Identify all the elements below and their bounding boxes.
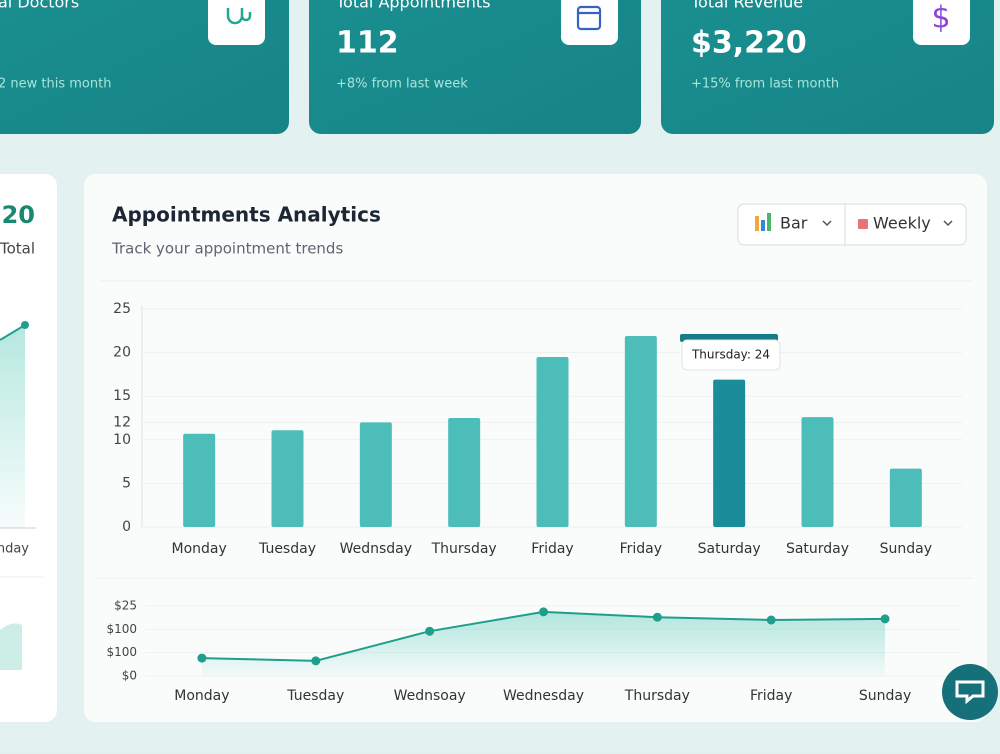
side-card <box>0 174 57 722</box>
bar <box>271 430 304 527</box>
card-title: al Doctors <box>0 0 79 12</box>
x-tick-label: Thursday <box>624 688 690 704</box>
bar <box>536 356 569 527</box>
x-tick-label: Friday <box>750 688 792 704</box>
bar-icon <box>767 213 771 231</box>
card-title: Appointments Analytics <box>112 203 381 227</box>
chat-circle <box>942 664 998 720</box>
bar <box>713 379 746 527</box>
chat-button[interactable] <box>942 664 998 720</box>
side-axis-label: nday <box>0 542 29 557</box>
calendar-icon <box>858 219 868 229</box>
toggle-group <box>737 203 967 246</box>
bar <box>359 422 392 527</box>
y-tick-label: $100 <box>106 645 137 659</box>
x-tick-label: Saturday <box>698 541 761 557</box>
x-tick-label: Sunday <box>880 541 932 557</box>
y-tick-label: 10 <box>113 432 131 448</box>
x-tick-label: Saturday <box>786 541 849 557</box>
card-title: Total Appointments <box>335 0 491 12</box>
marker <box>311 656 321 666</box>
x-tick-label: Thursday <box>431 541 497 557</box>
side-area <box>0 325 25 528</box>
x-tick-label: Sunday <box>859 688 911 704</box>
x-tick-label: Friday <box>620 541 662 557</box>
bar <box>183 433 216 527</box>
marker <box>652 612 662 622</box>
bar <box>448 418 481 527</box>
side-value: 20 <box>2 201 35 229</box>
side-line <box>0 324 26 341</box>
dollar-icon: $ <box>931 1 950 36</box>
card-note: +8% from last week <box>336 77 468 92</box>
chart-type-select[interactable]: Bar <box>755 213 832 233</box>
y-tick-label: $100 <box>106 622 137 636</box>
stat-card <box>661 0 994 134</box>
marker <box>539 607 548 617</box>
y-tick-label: 0 <box>122 519 131 535</box>
y-tick-label: 5 <box>122 475 131 491</box>
card-title: Total Revenue <box>690 0 803 12</box>
marker <box>880 614 890 624</box>
card-value: 112 <box>336 26 399 61</box>
icon-box <box>913 0 970 45</box>
y-tick-label: 12 <box>113 414 131 430</box>
bar-icon <box>755 216 759 231</box>
stethoscope-icon <box>226 8 252 25</box>
bar-icon <box>761 220 765 231</box>
x-tick-label: Wednsoay <box>394 688 466 704</box>
bar <box>624 336 657 527</box>
x-tick-label: Wednesday <box>503 688 584 704</box>
icon-box <box>561 0 618 45</box>
tooltip <box>681 339 781 371</box>
area <box>201 611 886 676</box>
x-tick-label: Tuesday <box>286 688 344 704</box>
charts: 25 20 15 12 10 5 0 Monday Tuesday Wednsday Thursda… <box>106 301 962 704</box>
bar <box>801 417 834 527</box>
bar <box>889 468 922 527</box>
period-select[interactable]: Weekly <box>858 214 953 233</box>
y-tick-label: $25 <box>114 599 137 613</box>
chevron <box>943 220 953 227</box>
chat-icon <box>955 680 985 705</box>
y-tick-label: 25 <box>113 301 131 317</box>
card-value: $3,220 <box>691 26 807 61</box>
side-label: Total <box>0 240 35 258</box>
analytics-card <box>84 174 987 722</box>
marker <box>197 653 207 663</box>
x-tick-label: Monday <box>174 688 229 704</box>
x-tick-label: Monday <box>172 541 227 557</box>
card-note: +15% from last month <box>691 77 839 92</box>
side-area <box>0 623 22 670</box>
y-tick-label: $0 <box>122 669 137 683</box>
marker <box>425 626 435 636</box>
x-tick-label: Friday <box>531 541 573 557</box>
tooltip-text: Thursday: 24 <box>691 348 770 362</box>
x-tick-label: Wednsday <box>340 541 412 557</box>
y-tick-label: 15 <box>113 388 131 404</box>
select-label: Bar <box>780 214 808 233</box>
stat-card <box>309 0 641 134</box>
calendar-icon <box>576 5 602 31</box>
card-note: 2 new this month <box>0 77 111 92</box>
marker <box>766 615 776 625</box>
card-subtitle: Track your appointment trends <box>111 240 343 258</box>
x-tick-label: Tuesday <box>258 541 316 557</box>
chevron <box>822 220 832 227</box>
side-marker <box>21 321 29 329</box>
select-label: Weekly <box>873 214 931 233</box>
y-tick-label: 20 <box>113 345 131 361</box>
